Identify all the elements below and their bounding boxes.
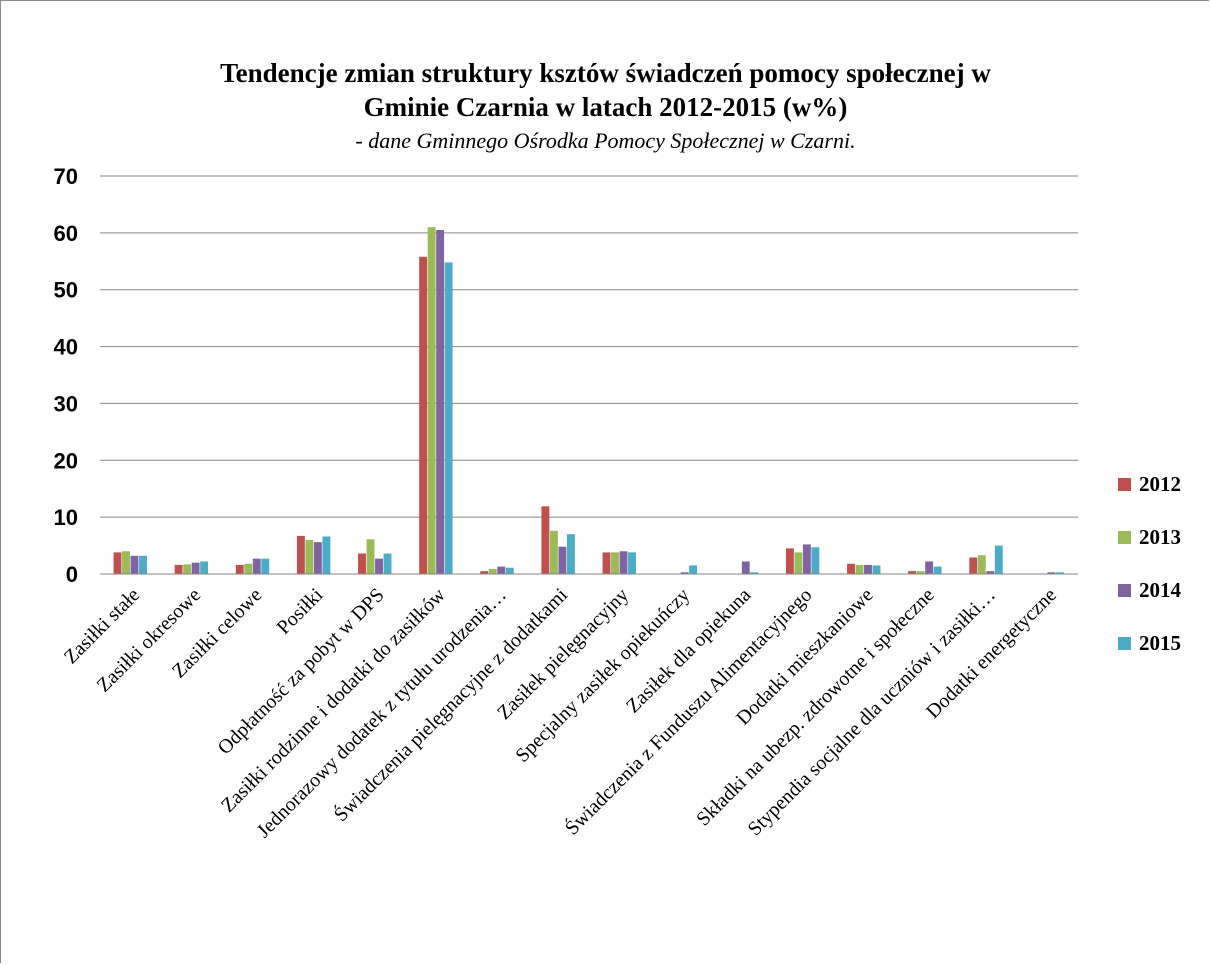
chart-subtitle: - dane Gminnego Ośrodka Pomocy Społeczne… bbox=[355, 128, 856, 153]
bar-2015 bbox=[750, 572, 759, 574]
x-tick-label: Posiłki bbox=[273, 584, 328, 639]
bar-2014 bbox=[619, 551, 628, 574]
bar-2015 bbox=[322, 536, 331, 574]
bar-2014 bbox=[375, 558, 383, 574]
gridlines bbox=[100, 175, 1078, 518]
bar-2012 bbox=[785, 548, 794, 574]
bar-2014 bbox=[802, 544, 811, 574]
bar-2015 bbox=[811, 547, 820, 574]
x-tick-label: Zasiłki okresowe bbox=[93, 584, 206, 697]
bar-2015 bbox=[872, 565, 881, 574]
bar-2015 bbox=[994, 545, 1003, 574]
chart-title-line-1: Tendencje zmian struktury ksztów świadcz… bbox=[220, 58, 991, 88]
bar-2015 bbox=[200, 561, 209, 574]
bar-2014 bbox=[925, 561, 934, 574]
x-tick-label: Zasiłki rodzinne i dodatki do zasiłków bbox=[217, 584, 450, 817]
bar-2014 bbox=[436, 230, 445, 574]
bar-2015 bbox=[383, 553, 392, 574]
bar-2013 bbox=[305, 539, 314, 574]
bar-2013 bbox=[488, 568, 497, 574]
bar-2012 bbox=[602, 552, 611, 574]
bar-2014 bbox=[680, 572, 689, 574]
legend-swatch bbox=[1118, 583, 1131, 597]
bar-2012 bbox=[541, 506, 550, 574]
bar-2015 bbox=[566, 534, 575, 574]
bar-2012 bbox=[174, 564, 183, 574]
bar-2014 bbox=[558, 546, 567, 574]
bar-2014 bbox=[313, 542, 322, 574]
y-tick-label: 20 bbox=[54, 448, 78, 473]
y-axis-tick-labels: 0 10 20 30 40 50 60 70 bbox=[54, 164, 78, 587]
y-tick-label: 0 bbox=[66, 562, 78, 587]
legend-label: 2012 bbox=[1139, 471, 1181, 496]
bar-2015 bbox=[139, 555, 147, 574]
y-tick-label: 10 bbox=[54, 505, 78, 530]
bar-2012 bbox=[847, 563, 855, 574]
legend-item-2014: 2014 bbox=[1118, 574, 1181, 606]
bars bbox=[113, 227, 1064, 574]
legend-swatch bbox=[1118, 477, 1131, 491]
y-tick-label: 50 bbox=[54, 278, 78, 303]
legend-swatch bbox=[1118, 530, 1131, 544]
legend-item-2015: 2015 bbox=[1118, 627, 1181, 659]
bar-2013 bbox=[366, 539, 375, 574]
bar-2012 bbox=[296, 535, 305, 574]
bar-2012 bbox=[480, 571, 489, 574]
bar-2015 bbox=[689, 565, 698, 574]
bar-2012 bbox=[235, 564, 244, 574]
bar-2013 bbox=[122, 551, 130, 574]
y-tick-label: 30 bbox=[54, 391, 78, 416]
bar-2014 bbox=[497, 566, 506, 574]
bar-2015 bbox=[505, 567, 514, 574]
legend-label: 2013 bbox=[1139, 524, 1181, 549]
legend-item-2012: 2012 bbox=[1118, 468, 1181, 500]
bar-2012 bbox=[908, 571, 917, 574]
y-tick-label: 60 bbox=[54, 221, 78, 246]
chart-title-line-2: Gminie Czarnia w latach 2012-2015 (w%) bbox=[363, 92, 848, 122]
bar-2012 bbox=[113, 552, 122, 574]
y-tick-label: 70 bbox=[54, 164, 78, 189]
bar-2013 bbox=[977, 555, 986, 574]
bar-2015 bbox=[1055, 572, 1064, 574]
bar-2014 bbox=[252, 558, 261, 574]
bar-2013 bbox=[794, 552, 803, 574]
legend-label: 2015 bbox=[1139, 630, 1181, 655]
bar-2012 bbox=[969, 557, 978, 574]
legend: 2012 2013 2014 2015 bbox=[1118, 468, 1181, 680]
legend-swatch bbox=[1118, 636, 1131, 650]
bar-2013 bbox=[549, 530, 558, 574]
bar-2013 bbox=[183, 564, 192, 574]
bar-2014 bbox=[1047, 572, 1056, 574]
bar-2012 bbox=[419, 256, 428, 574]
bar-2013 bbox=[611, 552, 619, 574]
bar-2013 bbox=[244, 563, 253, 574]
bar-2014 bbox=[986, 571, 995, 574]
y-tick-label: 40 bbox=[54, 335, 78, 360]
bar-2013 bbox=[916, 571, 925, 574]
bar-2013 bbox=[427, 227, 436, 574]
bar-2015 bbox=[444, 262, 453, 574]
legend-label: 2014 bbox=[1139, 577, 1181, 602]
legend-item-2013: 2013 bbox=[1118, 521, 1181, 553]
bar-2012 bbox=[358, 553, 366, 574]
bar-2014 bbox=[864, 564, 872, 574]
bar-2015 bbox=[933, 566, 942, 574]
bar-2013 bbox=[855, 564, 864, 574]
bar-2015 bbox=[261, 558, 270, 574]
bar-2014 bbox=[191, 562, 200, 574]
bar-2015 bbox=[628, 552, 636, 574]
bar-2014 bbox=[130, 555, 139, 574]
bar-2014 bbox=[741, 561, 750, 574]
